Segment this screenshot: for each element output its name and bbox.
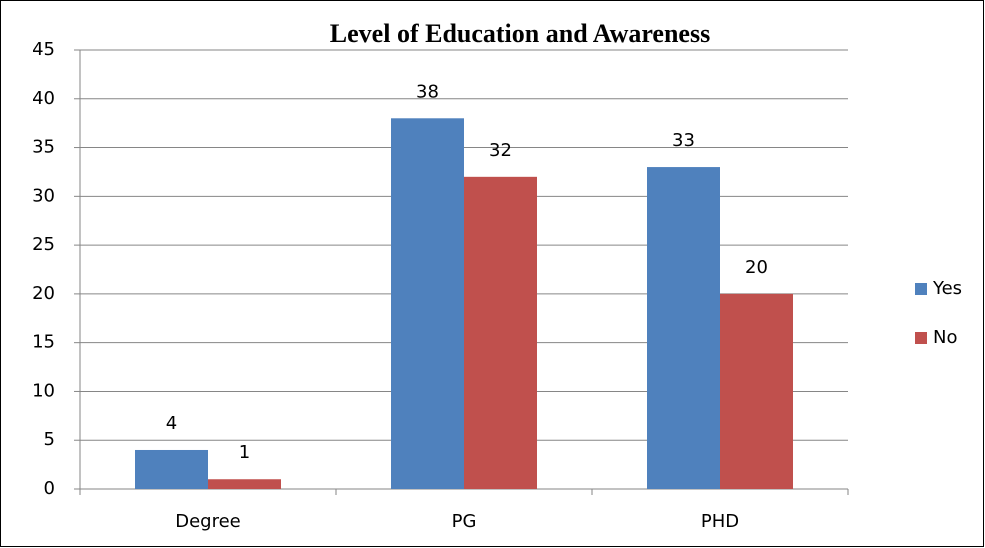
- bar: [464, 176, 537, 490]
- legend-swatch: [915, 283, 927, 295]
- data-label: 1: [239, 442, 250, 463]
- data-label: 38: [416, 81, 439, 102]
- y-tick-label: 35: [32, 137, 55, 158]
- y-tick-label: 45: [32, 39, 55, 60]
- bar: [720, 293, 793, 489]
- legend-label: Yes: [932, 278, 962, 299]
- y-tick-label: 30: [32, 185, 55, 206]
- data-label: 33: [672, 130, 695, 151]
- bar: [647, 167, 720, 490]
- bar: [391, 118, 464, 490]
- data-label: 4: [166, 413, 177, 434]
- x-tick-label: Degree: [175, 511, 241, 532]
- y-tick-label: 15: [32, 332, 55, 353]
- chart-title: Level of Education and Awareness: [330, 19, 710, 48]
- y-tick-label: 5: [44, 429, 55, 450]
- x-tick-label: PG: [452, 511, 477, 532]
- y-tick-label: 40: [32, 88, 55, 109]
- y-tick-label: 0: [44, 478, 55, 499]
- x-tick-label: PHD: [701, 511, 739, 532]
- bar: [135, 449, 208, 489]
- legend-swatch: [915, 332, 927, 344]
- data-label: 20: [745, 257, 768, 278]
- y-tick-label: 20: [32, 283, 55, 304]
- data-label: 32: [489, 140, 512, 161]
- legend-label: No: [933, 327, 957, 348]
- y-tick-label: 10: [32, 380, 55, 401]
- bar: [208, 479, 281, 489]
- y-tick-label: 25: [32, 234, 55, 255]
